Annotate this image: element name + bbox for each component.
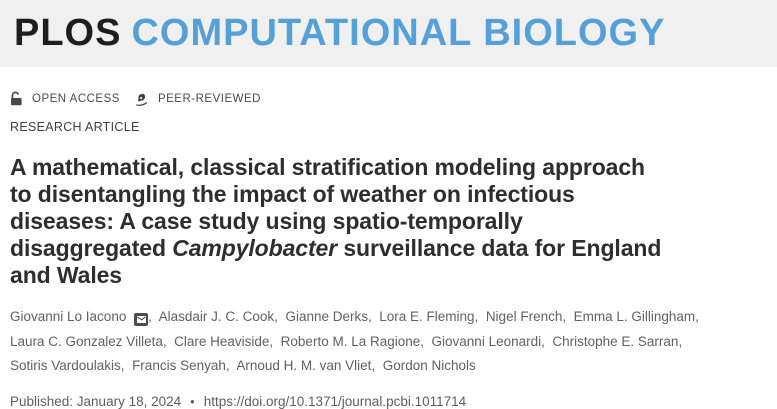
title-segment: A mathematical, classical stratification… bbox=[10, 154, 645, 180]
title-segment: surveillance data for England bbox=[337, 235, 662, 261]
author-name[interactable]: Clare Heaviside bbox=[174, 333, 270, 349]
doi-link[interactable]: https://doi.org/10.1371/journal.pcbi.101… bbox=[203, 393, 467, 409]
open-access-badge: OPEN ACCESS bbox=[10, 91, 120, 106]
author-name[interactable]: Gianne Derks bbox=[285, 309, 368, 324]
title-italic-segment: Campylobacter bbox=[172, 235, 338, 261]
journal-header: PLOS COMPUTATIONAL BIOLOGY bbox=[0, 0, 777, 67]
author-name[interactable]: Roberto M. La Ragione bbox=[280, 333, 421, 349]
published-date: Published: January 18, 2024 bbox=[10, 393, 182, 409]
open-access-label: OPEN ACCESS bbox=[32, 92, 120, 105]
pen-nib-icon bbox=[134, 91, 149, 106]
author-name[interactable]: Arnoud H. M. van Vliet bbox=[236, 358, 372, 373]
title-segment: to disentangling the impact of weather o… bbox=[10, 181, 575, 207]
author-name[interactable]: Giovanni Leonardi bbox=[431, 333, 542, 349]
unlock-icon bbox=[10, 91, 23, 106]
author-list: Giovanni Lo Iacono , Alasdair J. C. Cook… bbox=[10, 309, 703, 373]
author-name[interactable]: Francis Senyah bbox=[132, 358, 226, 373]
author-name[interactable]: Lora E. Fleming bbox=[379, 309, 475, 324]
author-name[interactable]: Laura C. Gonzalez Villeta bbox=[10, 333, 163, 349]
journal-logo[interactable]: PLOS COMPUTATIONAL BIOLOGY bbox=[14, 12, 665, 55]
author-name[interactable]: Emma L. Gillingham bbox=[573, 309, 696, 324]
author-name[interactable]: Alasdair J. C. Cook bbox=[158, 309, 275, 324]
article-type-label: RESEARCH ARTICLE bbox=[10, 120, 140, 134]
peer-reviewed-label: PEER-REVIEWED bbox=[157, 92, 261, 105]
title-segment: disaggregated bbox=[10, 235, 173, 261]
logo-journal-name: COMPUTATIONAL BIOLOGY bbox=[131, 12, 666, 54]
article-title: A mathematical, classical stratification… bbox=[10, 154, 761, 289]
published-row: Published: January 18, 2024 • https://do… bbox=[10, 394, 761, 409]
separator-bullet: • bbox=[190, 393, 195, 409]
author-name[interactable]: Giovanni Lo Iacono bbox=[10, 309, 149, 326]
badges-row: OPEN ACCESS PEER-REVIEWED bbox=[10, 91, 761, 106]
logo-plos-text: PLOS bbox=[14, 12, 122, 54]
author-name[interactable]: Christophe E. Sarran bbox=[552, 333, 679, 349]
author-name[interactable]: Sotiris Vardoulakis bbox=[10, 358, 121, 373]
article-header-content: OPEN ACCESS PEER-REVIEWED RESEARCH ARTIC… bbox=[0, 91, 777, 409]
title-segment: and Wales bbox=[10, 262, 122, 288]
envelope-icon[interactable] bbox=[134, 313, 149, 326]
title-segment: diseases: A case study using spatio-temp… bbox=[10, 208, 523, 234]
author-name[interactable]: Nigel French bbox=[485, 309, 563, 324]
peer-reviewed-badge: PEER-REVIEWED bbox=[134, 91, 261, 106]
author-name[interactable]: Gordon Nichols bbox=[382, 358, 476, 373]
